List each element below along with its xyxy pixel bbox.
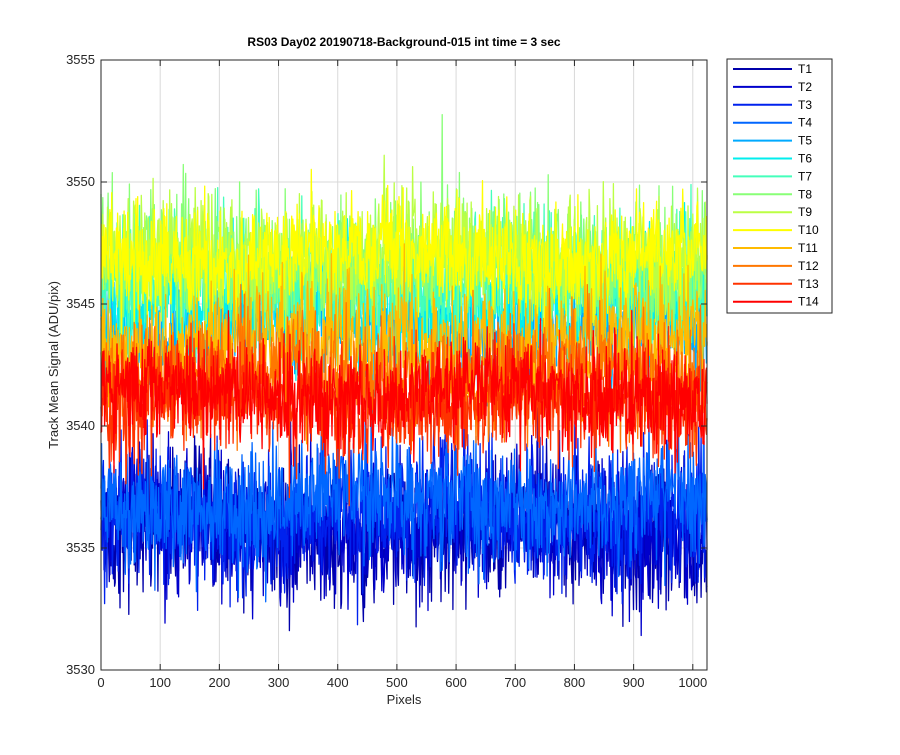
x-tick-label: 200 [209,675,231,690]
x-tick-label: 100 [149,675,171,690]
plot-frame [100,59,708,671]
legend-label-t13: T13 [798,277,819,291]
legend-label-t8: T8 [798,187,812,201]
y-tick-label: 3540 [66,418,95,433]
y-axis-label: Track Mean Signal (ADU/pix) [46,281,61,449]
legend-box [726,58,833,314]
x-tick-label: 400 [327,675,349,690]
legend-label-t6: T6 [798,152,812,166]
x-axis-label: Pixels [387,692,422,707]
x-axis-ticks: 0 100 200 300 400 500 600 700 800 900 1000 [97,60,707,690]
legend-label-t1: T1 [798,62,812,76]
y-tick-label: 3535 [66,540,95,555]
x-tick-label: 1000 [678,675,707,690]
chart-title: RS03 Day02 20190718-Background-015 int t… [247,35,560,49]
series-lines [100,113,708,637]
legend-label-t7: T7 [798,169,812,183]
y-tick-label: 3550 [66,174,95,189]
x-tick-label: 800 [564,675,586,690]
legend-label-t11: T11 [798,241,818,255]
y-axis-ticks: 3530 3535 3540 3545 3550 3555 [66,52,707,677]
legend-label-t9: T9 [798,205,812,219]
y-tick-label: 3545 [66,296,95,311]
series-line-t4 [100,408,708,603]
x-tick-label: 500 [386,675,408,690]
legend-label-t5: T5 [798,134,812,148]
x-tick-label: 600 [445,675,467,690]
x-tick-label: 900 [623,675,645,690]
x-tick-label: 300 [268,675,290,690]
x-tick-label: 700 [504,675,526,690]
legend-label-t2: T2 [798,80,812,94]
y-tick-label: 3555 [66,52,95,67]
y-tick-label: 3530 [66,662,95,677]
legend-label-t4: T4 [798,116,812,130]
legend-label-t12: T12 [798,259,819,273]
series-line-t14 [100,310,708,490]
legend-label-t3: T3 [798,98,812,112]
legend-label-t14: T14 [798,295,819,309]
x-tick-label: 0 [97,675,104,690]
legend-label-t10: T10 [798,223,819,237]
legend: T1 T2 T3 T4 T5 T6 T7 T8 T9 T10 T11 T12 T13 T14 [726,58,833,314]
